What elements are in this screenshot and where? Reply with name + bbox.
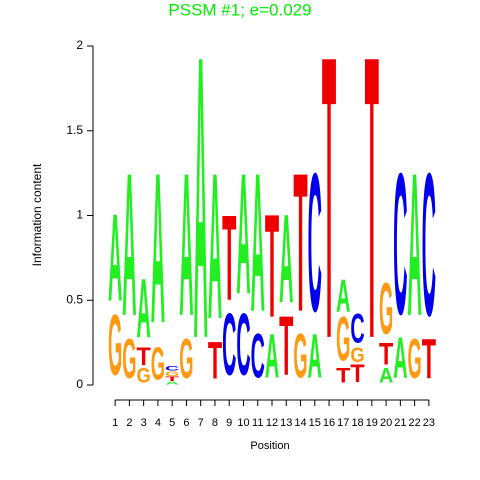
letter: A xyxy=(279,189,293,330)
x-tick-label: 5 xyxy=(169,417,175,429)
y-tick-label: 2 xyxy=(76,38,83,52)
letter: G xyxy=(179,327,193,390)
letter: C xyxy=(393,132,407,357)
x-tick-label: 8 xyxy=(212,417,218,429)
y-tick-label: 0.5 xyxy=(66,292,83,306)
x-tick-label: 19 xyxy=(366,417,378,429)
x-axis-label: Position xyxy=(250,440,289,452)
x-tick-label: 13 xyxy=(280,417,292,429)
letter: G xyxy=(350,344,364,367)
x-tick-label: 3 xyxy=(141,417,147,429)
letter: A xyxy=(208,131,222,363)
letter: A xyxy=(336,270,350,322)
letter: T xyxy=(137,343,151,371)
letter: T xyxy=(365,0,379,423)
letter: G xyxy=(108,299,122,394)
letter: G xyxy=(336,303,350,374)
chart-title: PSSM #1; e=0.029 xyxy=(168,0,311,19)
letter: T xyxy=(165,375,180,382)
letter: G xyxy=(122,327,136,390)
letter: A xyxy=(407,131,421,359)
letter: A xyxy=(194,0,208,423)
x-tick-label: 18 xyxy=(351,417,363,429)
letter: G xyxy=(137,364,151,387)
letter: G xyxy=(165,370,179,377)
letter: T xyxy=(279,300,293,394)
letter: T xyxy=(222,190,236,326)
letter: T xyxy=(350,360,364,388)
x-tick-label: 9 xyxy=(226,417,232,429)
letter: G xyxy=(293,320,307,391)
letter: T xyxy=(293,132,307,352)
letter: T xyxy=(422,329,437,392)
letter: A xyxy=(393,326,407,392)
x-tick-label: 10 xyxy=(237,417,249,429)
letter: A xyxy=(137,262,151,356)
x-tick-label: 20 xyxy=(380,417,392,429)
x-tick-label: 1 xyxy=(112,417,118,429)
letter: A xyxy=(179,131,193,359)
x-tick-label: 17 xyxy=(337,417,349,429)
y-tick-label: 0 xyxy=(76,377,83,391)
letter: G xyxy=(407,327,421,390)
x-tick-label: 4 xyxy=(155,417,161,429)
x-tick-label: 12 xyxy=(266,417,278,429)
letter: T xyxy=(379,336,393,371)
x-tick-label: 7 xyxy=(198,417,204,429)
letter: G xyxy=(379,268,393,350)
x-tick-label: 23 xyxy=(423,417,435,429)
x-tick-label: 6 xyxy=(183,417,189,429)
letter: C xyxy=(350,304,364,351)
y-tick-label: 1.5 xyxy=(66,123,83,137)
x-tick-label: 14 xyxy=(294,417,306,429)
y-axis-label: Information content xyxy=(30,163,44,266)
letter: A xyxy=(165,381,179,386)
letter: A xyxy=(236,137,250,329)
y-tick-label: 1 xyxy=(76,208,83,222)
x-tick-label: 2 xyxy=(126,417,132,429)
letter: A xyxy=(308,321,322,391)
letter: C xyxy=(222,294,236,393)
letter: T xyxy=(208,331,222,390)
letter: A xyxy=(265,321,279,391)
letter: C xyxy=(422,131,436,359)
letter: C xyxy=(251,321,265,391)
letter: T xyxy=(336,364,351,388)
letter: G xyxy=(151,339,165,390)
x-tick-label: 16 xyxy=(323,417,335,429)
letter: A xyxy=(108,189,122,327)
x-tick-label: 11 xyxy=(252,417,263,429)
letter: T xyxy=(265,185,279,348)
letter: T xyxy=(322,0,336,423)
letter: C xyxy=(308,132,322,353)
x-tick-label: 22 xyxy=(408,417,420,429)
x-tick-label: 21 xyxy=(394,417,406,429)
letter: C xyxy=(236,294,250,393)
letter: A xyxy=(379,365,394,388)
x-tick-label: 15 xyxy=(309,417,321,429)
letter: A xyxy=(122,131,136,359)
letter: C xyxy=(165,366,180,373)
letter: A xyxy=(151,129,165,368)
letter: A xyxy=(251,132,265,353)
